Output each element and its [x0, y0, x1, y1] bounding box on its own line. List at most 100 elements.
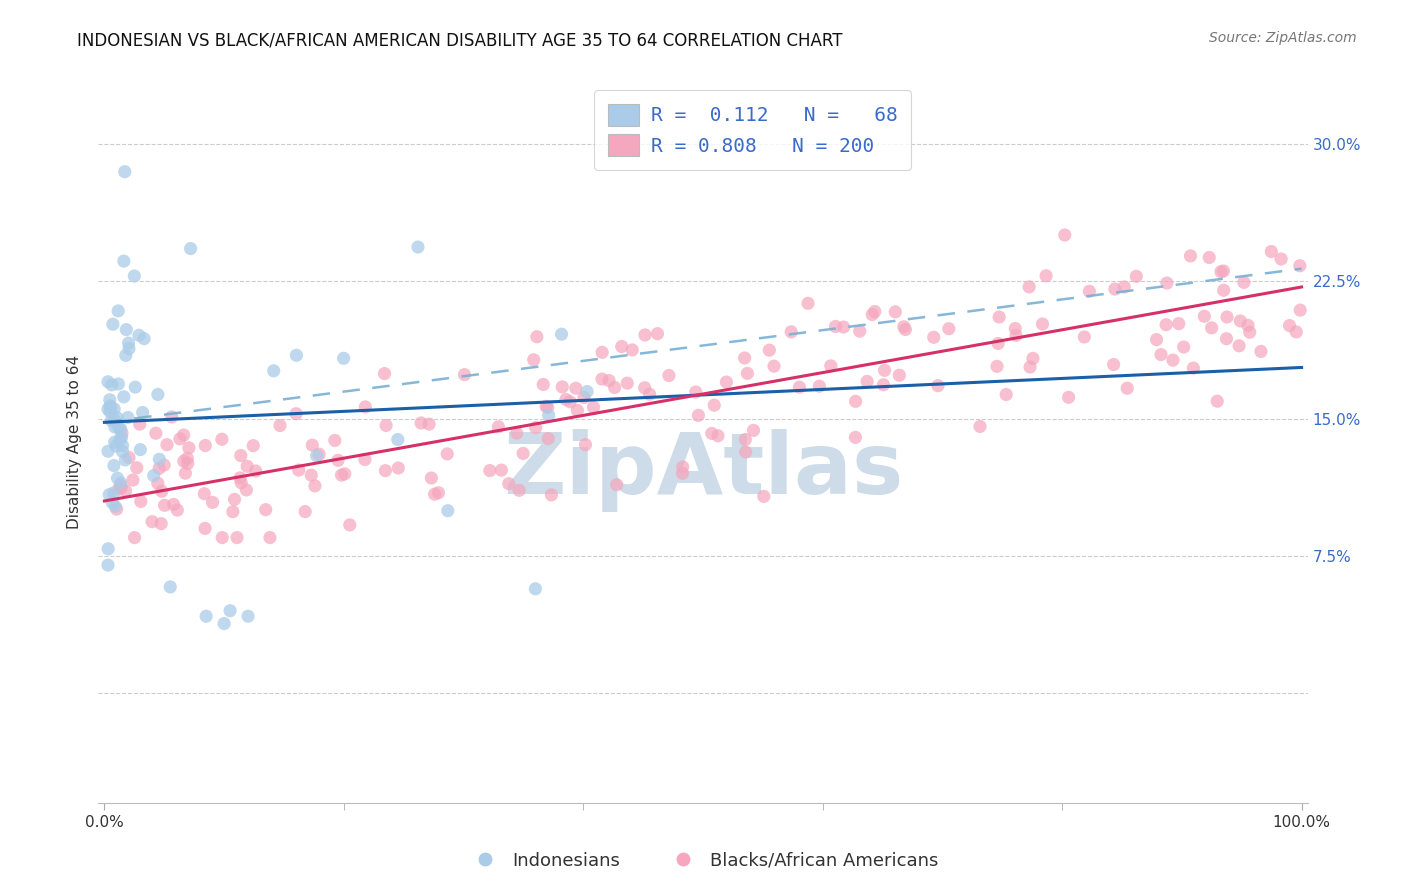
Point	[427, 485, 450, 500]
Point	[299, 468, 322, 483]
Point	[820, 359, 842, 373]
Point	[373, 367, 395, 381]
Point	[101, 318, 124, 332]
Point	[832, 320, 855, 334]
Point	[423, 487, 446, 501]
Point	[526, 330, 548, 344]
Point	[634, 381, 657, 395]
Point	[128, 328, 150, 343]
Point	[1285, 325, 1308, 339]
Point	[301, 438, 323, 452]
Point	[108, 482, 131, 496]
Point	[987, 336, 1010, 351]
Point	[1114, 280, 1136, 294]
Point	[420, 471, 443, 485]
Point	[105, 502, 128, 516]
Point	[107, 471, 129, 485]
Point	[986, 359, 1008, 374]
Point	[893, 319, 915, 334]
Point	[375, 418, 398, 433]
Point	[194, 438, 217, 452]
Point	[1022, 351, 1045, 366]
Point	[285, 407, 308, 421]
Point	[1201, 321, 1223, 335]
Point	[110, 422, 132, 436]
Point	[101, 495, 124, 509]
Point	[860, 308, 883, 322]
Point	[498, 476, 520, 491]
Point	[873, 363, 896, 377]
Point	[537, 401, 560, 415]
Point	[114, 165, 136, 179]
Point	[1250, 344, 1272, 359]
Point	[1005, 328, 1028, 343]
Point	[124, 268, 146, 283]
Point	[531, 377, 554, 392]
Point	[540, 488, 562, 502]
Point	[354, 452, 377, 467]
Point	[707, 429, 730, 443]
Point	[110, 478, 132, 492]
Point	[688, 409, 710, 423]
Point	[1260, 244, 1282, 259]
Point	[1073, 330, 1095, 344]
Point	[780, 325, 803, 339]
Point	[671, 467, 693, 481]
Point	[219, 604, 242, 618]
Point	[131, 405, 153, 419]
Point	[263, 364, 285, 378]
Point	[103, 413, 125, 427]
Point	[1125, 269, 1147, 284]
Point	[582, 401, 605, 415]
Point	[763, 359, 786, 373]
Point	[114, 483, 136, 498]
Point	[129, 442, 152, 457]
Point	[173, 428, 195, 442]
Point	[229, 471, 252, 485]
Point	[174, 467, 197, 481]
Point	[658, 368, 681, 383]
Point	[333, 467, 356, 481]
Point	[229, 449, 252, 463]
Point	[845, 394, 868, 409]
Point	[1078, 285, 1101, 299]
Point	[236, 459, 259, 474]
Point	[166, 503, 188, 517]
Point	[703, 398, 725, 412]
Point	[789, 380, 811, 394]
Point	[969, 419, 991, 434]
Point	[242, 439, 264, 453]
Point	[558, 394, 581, 409]
Point	[97, 375, 120, 389]
Point	[647, 326, 669, 341]
Point	[226, 531, 249, 545]
Point	[537, 432, 560, 446]
Point	[98, 405, 121, 419]
Point	[737, 367, 759, 381]
Point	[105, 439, 128, 453]
Point	[146, 476, 169, 491]
Point	[231, 475, 253, 490]
Point	[160, 409, 183, 424]
Point	[1104, 282, 1126, 296]
Point	[339, 517, 361, 532]
Point	[1150, 348, 1173, 362]
Point	[1167, 317, 1189, 331]
Point	[1209, 265, 1232, 279]
Point	[824, 319, 846, 334]
Point	[108, 432, 131, 446]
Point	[107, 304, 129, 318]
Point	[224, 492, 246, 507]
Point	[98, 399, 121, 413]
Point	[1146, 333, 1168, 347]
Point	[591, 345, 613, 359]
Point	[285, 348, 308, 362]
Point	[1212, 264, 1234, 278]
Point	[173, 454, 195, 468]
Point	[523, 352, 546, 367]
Legend: Indonesians, Blacks/African Americans: Indonesians, Blacks/African Americans	[460, 845, 946, 877]
Point	[111, 425, 134, 440]
Point	[195, 609, 218, 624]
Point	[685, 384, 707, 399]
Point	[1154, 318, 1177, 332]
